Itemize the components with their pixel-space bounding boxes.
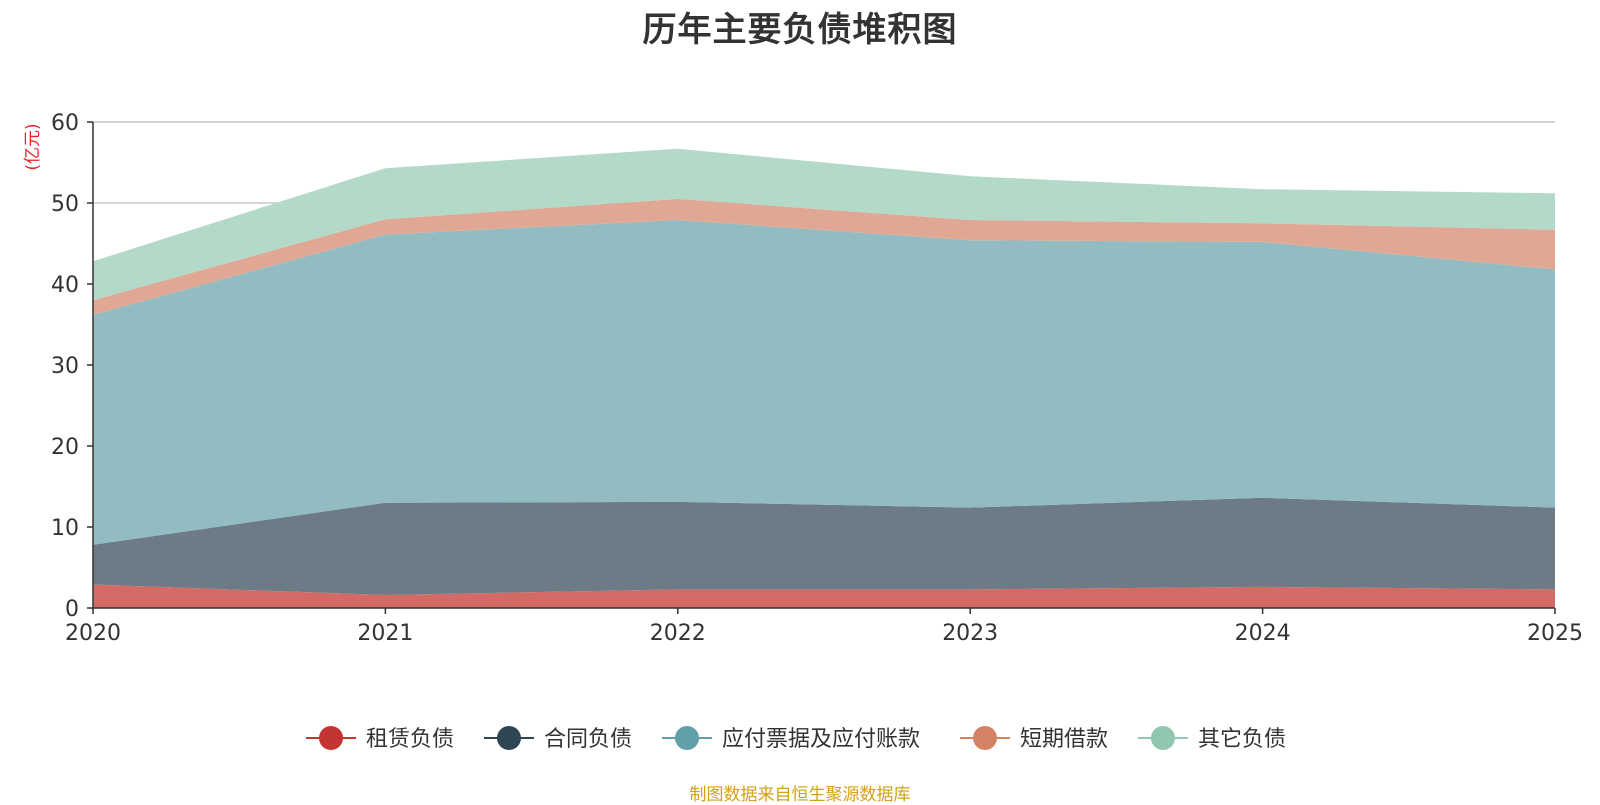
legend-marker-2 bbox=[497, 726, 521, 750]
x-tick-label-2023: 2023 bbox=[942, 621, 998, 646]
area-series-3 bbox=[93, 220, 1555, 545]
y-tick-label-20: 20 bbox=[51, 435, 79, 460]
legend-item-1[interactable]: 租赁负债 bbox=[306, 726, 454, 752]
chart-title: 历年主要负债堆积图 bbox=[642, 10, 958, 50]
y-tick-label-50: 50 bbox=[51, 192, 79, 217]
x-tick-label-2021: 2021 bbox=[357, 621, 413, 646]
area-series-1 bbox=[93, 584, 1555, 608]
area-series-2 bbox=[93, 497, 1555, 595]
legend-item-5[interactable]: 其它负债 bbox=[1138, 726, 1286, 752]
legend-item-2[interactable]: 合同负债 bbox=[484, 726, 632, 752]
y-tick-label-60: 60 bbox=[51, 111, 79, 136]
series-areas bbox=[93, 148, 1555, 608]
legend: 租赁负债 合同负债 应付票据及应付账款 短期借款 其它负债 bbox=[306, 726, 1286, 752]
legend-item-4[interactable]: 短期借款 bbox=[960, 726, 1108, 752]
legend-label-1: 租赁负债 bbox=[366, 727, 454, 752]
legend-marker-1 bbox=[319, 726, 343, 750]
x-tick-label-2020: 2020 bbox=[65, 621, 121, 646]
legend-label-4: 短期借款 bbox=[1020, 727, 1108, 752]
y-axis-unit-label: (亿元) bbox=[23, 123, 43, 170]
y-tick-label-0: 0 bbox=[65, 597, 79, 622]
y-tick-label-30: 30 bbox=[51, 354, 79, 379]
legend-marker-4 bbox=[973, 726, 997, 750]
legend-marker-3 bbox=[675, 726, 699, 750]
legend-marker-5 bbox=[1151, 726, 1175, 750]
axes: 0 10 20 30 40 50 60 2020 2021 2022 2023 2024 2025 bbox=[51, 111, 1583, 646]
legend-label-2: 合同负债 bbox=[544, 727, 632, 752]
x-tick-label-2025: 2025 bbox=[1527, 621, 1583, 646]
legend-label-5: 其它负债 bbox=[1198, 727, 1286, 752]
y-tick-label-10: 10 bbox=[51, 516, 79, 541]
source-note: 制图数据来自恒生聚源数据库 bbox=[689, 785, 911, 805]
area-series-5 bbox=[93, 148, 1555, 301]
legend-item-3[interactable]: 应付票据及应付账款 bbox=[662, 726, 920, 752]
y-tick-label-40: 40 bbox=[51, 273, 79, 298]
legend-label-3: 应付票据及应付账款 bbox=[722, 727, 920, 752]
x-tick-label-2022: 2022 bbox=[650, 621, 706, 646]
x-tick-label-2024: 2024 bbox=[1235, 621, 1291, 646]
area-series-4 bbox=[93, 198, 1555, 315]
